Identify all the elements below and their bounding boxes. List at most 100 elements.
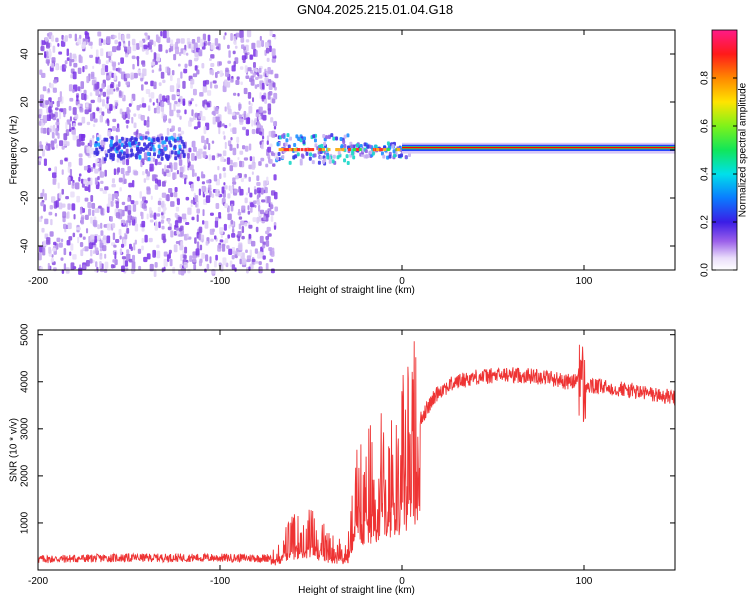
noise-cell bbox=[236, 76, 240, 80]
noise-cell bbox=[264, 77, 269, 85]
noise-cell bbox=[259, 235, 264, 244]
noise-cell bbox=[176, 169, 179, 175]
noise-cell bbox=[79, 242, 84, 248]
noise-cell bbox=[175, 241, 180, 245]
noise-cell bbox=[247, 67, 252, 72]
noise-cell bbox=[214, 260, 217, 268]
noise-cell bbox=[255, 128, 259, 134]
noise-cell bbox=[97, 224, 101, 230]
noise-cell bbox=[158, 44, 163, 52]
snr-frame bbox=[37, 329, 676, 571]
transition-cell bbox=[386, 155, 390, 160]
noise-cell bbox=[242, 59, 246, 64]
noise-cell bbox=[78, 157, 83, 166]
noise-cell bbox=[69, 168, 73, 177]
noise-cell bbox=[78, 176, 81, 182]
noise-cell bbox=[212, 116, 216, 125]
noise-cell bbox=[60, 238, 64, 243]
transition-cell bbox=[355, 143, 359, 148]
noise-cell bbox=[266, 226, 271, 232]
noise-cell bbox=[50, 140, 55, 148]
noise-cell bbox=[58, 51, 63, 55]
noise-cell bbox=[211, 193, 215, 198]
noise-cell bbox=[223, 135, 226, 140]
noise-cell bbox=[166, 30, 170, 39]
noise-cell bbox=[54, 111, 58, 118]
noise-cell bbox=[269, 204, 274, 210]
noise-cell bbox=[73, 213, 76, 220]
heatmap-x-tick-label: -200 bbox=[28, 276, 48, 287]
noise-cell bbox=[107, 149, 111, 154]
noise-cell bbox=[261, 40, 265, 47]
noise-cell bbox=[155, 34, 159, 43]
noise-cell bbox=[57, 97, 62, 102]
noise-cell bbox=[246, 30, 252, 38]
noise-cell bbox=[154, 220, 158, 228]
noise-cell bbox=[238, 103, 242, 110]
noise-cell bbox=[264, 98, 268, 104]
noise-cell bbox=[178, 159, 183, 166]
transition-cell bbox=[331, 159, 335, 164]
noise-cell bbox=[259, 141, 262, 145]
noise-cell bbox=[88, 41, 93, 46]
noise-cell bbox=[186, 233, 189, 239]
noise-cell bbox=[106, 75, 111, 80]
noise-cell bbox=[54, 138, 57, 144]
transition-core-cell bbox=[278, 148, 282, 152]
noise-cell bbox=[135, 43, 140, 50]
noise-cell bbox=[208, 184, 212, 191]
noise-cell bbox=[262, 114, 267, 121]
noise-cell bbox=[202, 151, 207, 159]
noise-cell bbox=[241, 225, 245, 234]
noise-cell bbox=[118, 90, 122, 97]
transition-core-cell bbox=[307, 148, 311, 152]
noise-cell bbox=[177, 127, 182, 132]
noise-cell bbox=[48, 246, 52, 254]
noise-cell bbox=[102, 91, 107, 97]
snr-x-tick-label: -100 bbox=[210, 576, 230, 587]
noise-cell bbox=[268, 130, 273, 137]
noise-cell bbox=[107, 119, 110, 127]
noise-cell bbox=[144, 32, 148, 36]
noise-cell bbox=[274, 73, 279, 79]
noise-cell bbox=[152, 137, 156, 142]
noise-cell bbox=[84, 197, 89, 202]
noise-cell bbox=[111, 61, 117, 67]
noise-cell bbox=[158, 221, 161, 229]
noise-cell bbox=[202, 80, 207, 87]
noise-cell bbox=[103, 157, 107, 162]
noise-cell bbox=[93, 118, 98, 123]
noise-cell bbox=[254, 248, 258, 254]
noise-cell bbox=[94, 208, 99, 214]
noise-cell bbox=[258, 251, 263, 259]
noise-cell bbox=[258, 67, 262, 74]
noise-cell bbox=[173, 138, 177, 143]
transition-cell bbox=[386, 141, 390, 146]
transition-core-cell bbox=[358, 148, 362, 152]
noise-cell bbox=[194, 112, 198, 118]
noise-cell bbox=[177, 63, 181, 67]
noise-cell bbox=[95, 88, 100, 96]
heatmap-y-axis-label: Frequency (Hz) bbox=[9, 116, 20, 185]
noise-cell bbox=[137, 248, 142, 254]
noise-cell bbox=[210, 238, 214, 242]
noise-cell bbox=[152, 147, 156, 152]
noise-cell bbox=[222, 131, 225, 135]
noise-cell bbox=[132, 180, 135, 188]
transition-cell bbox=[346, 160, 350, 165]
noise-cell bbox=[69, 97, 74, 102]
noise-cell bbox=[104, 186, 109, 191]
noise-cell bbox=[131, 38, 136, 46]
noise-cell bbox=[100, 180, 104, 185]
noise-cell bbox=[148, 92, 151, 98]
noise-cell bbox=[107, 130, 111, 137]
noise-cell bbox=[169, 143, 173, 148]
transition-cell bbox=[309, 152, 313, 157]
noise-cell bbox=[162, 30, 167, 39]
noise-cell bbox=[184, 177, 187, 185]
noise-cell bbox=[92, 259, 95, 263]
noise-cell bbox=[202, 220, 205, 225]
noise-cell bbox=[225, 67, 229, 72]
noise-cell bbox=[239, 258, 242, 265]
noise-cell bbox=[149, 263, 154, 272]
